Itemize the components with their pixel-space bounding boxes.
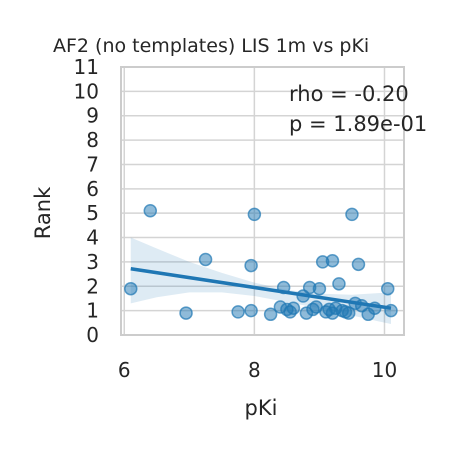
data-point: [231, 305, 245, 319]
axes-spines: [120, 66, 405, 336]
data-point: [325, 253, 340, 268]
y-axis-label: Rank: [31, 186, 55, 239]
y-tick-label: 9: [86, 104, 99, 128]
regression-line-group: [130, 267, 392, 310]
data-point: [332, 277, 346, 291]
x-tick-label: 6: [118, 358, 131, 382]
data-point: [143, 203, 158, 218]
rho-annotation: rho = -0.20: [289, 82, 409, 106]
x-tick-labels: 6 8 10: [118, 358, 397, 382]
y-tick-label: 8: [86, 128, 99, 152]
y-tick-label: 7: [86, 152, 99, 176]
data-points: [124, 203, 398, 322]
y-tick-label: 6: [86, 177, 99, 201]
data-point: [179, 306, 193, 320]
data-point: [247, 207, 262, 222]
data-point: [124, 281, 138, 296]
grid-lines: [121, 66, 404, 336]
y-tick-label: 4: [86, 226, 99, 250]
y-tick-label: 11: [74, 55, 99, 79]
data-point: [345, 207, 359, 222]
y-tick-label: 3: [86, 250, 99, 274]
x-tick-label: 8: [248, 358, 261, 382]
p-value-annotation: p = 1.89e-01: [289, 112, 427, 136]
data-point: [312, 281, 327, 296]
y-tick-label: 10: [74, 79, 99, 103]
x-tick-label: 10: [372, 358, 397, 382]
chart-title: AF2 (no templates) LIS 1m vs pKi: [53, 35, 369, 57]
confidence-band: [130, 237, 391, 325]
axes-frame: [120, 66, 405, 336]
data-point: [286, 301, 301, 315]
data-point: [380, 281, 395, 296]
data-point: [244, 303, 258, 318]
y-tick-label: 1: [86, 299, 99, 323]
data-point: [244, 258, 258, 273]
y-tick-label: 5: [86, 201, 99, 225]
confidence-band-area: [130, 237, 391, 325]
data-point: [263, 307, 278, 322]
data-point: [351, 257, 366, 272]
regression-line: [130, 267, 392, 310]
y-tick-label: 2: [86, 274, 99, 298]
y-tick-label: 0: [86, 323, 99, 347]
data-point: [198, 252, 213, 267]
x-axis-label: pKi: [245, 396, 278, 420]
data-point: [341, 306, 356, 320]
